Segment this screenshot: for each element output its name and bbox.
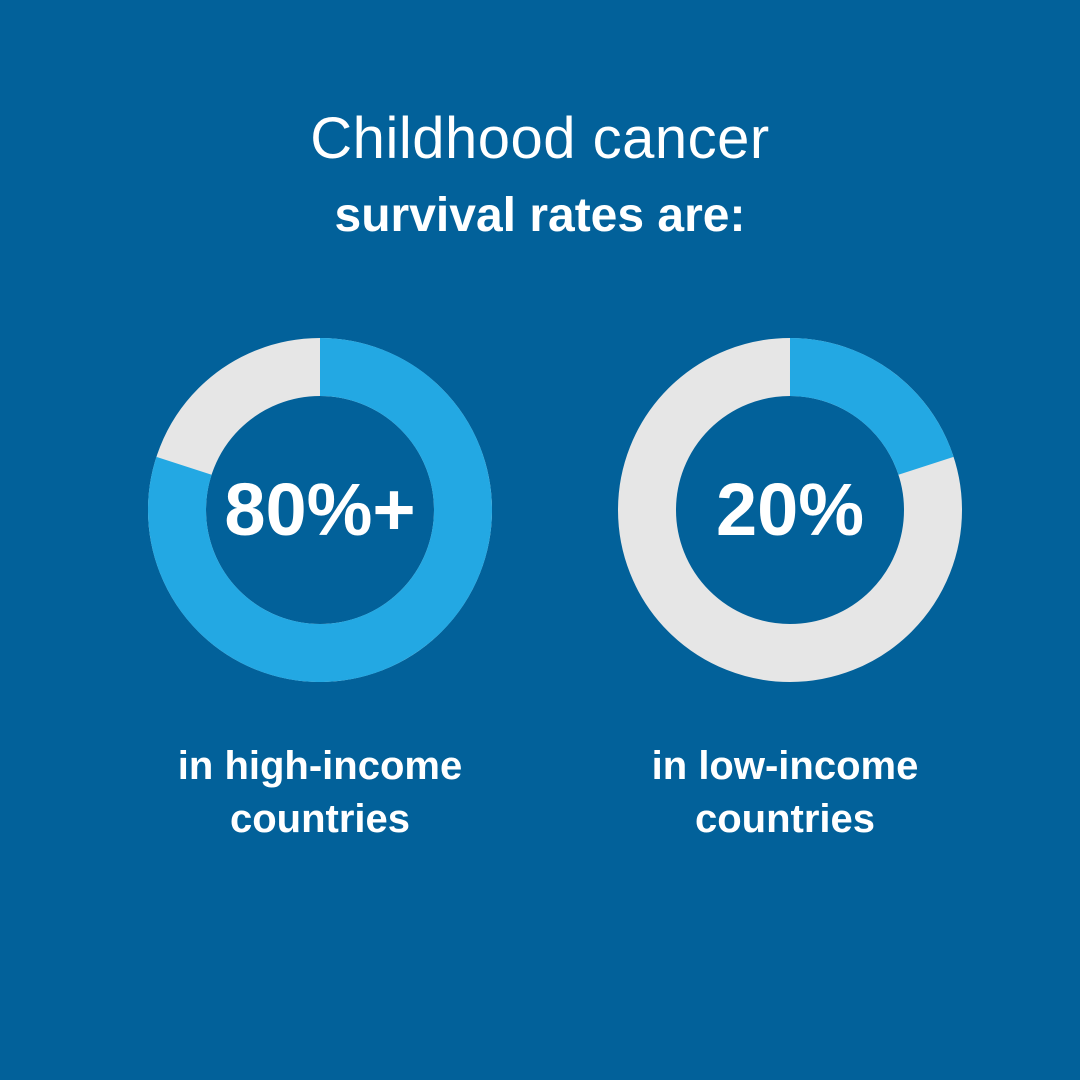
donut-low-income-value: 20% (715, 468, 865, 551)
caption-low-income-line-2: countries (694, 797, 876, 841)
donut-high-income-value: 80%+ (224, 468, 416, 551)
donut-chart-high-income: 80%+ (148, 338, 492, 682)
title-line-1: Childhood cancer (310, 106, 770, 171)
donut-chart-low-income: 20% (618, 338, 962, 682)
donut-low-income-fill (789, 338, 954, 476)
caption-low-income: in low-income countries (575, 740, 995, 846)
title-line-2: survival rates are: (334, 189, 746, 242)
title: Childhood cancer survival rates are: (0, 110, 1080, 240)
caption-high-income-line-2: countries (229, 797, 411, 841)
donut-high-income-svg (148, 338, 492, 682)
caption-high-income-line-1: in high-income (177, 744, 463, 788)
caption-low-income-line-1: in low-income (651, 744, 919, 788)
caption-high-income: in high-income countries (110, 740, 530, 846)
donut-high-income-fill (148, 338, 492, 682)
donut-low-income-svg (618, 338, 962, 682)
